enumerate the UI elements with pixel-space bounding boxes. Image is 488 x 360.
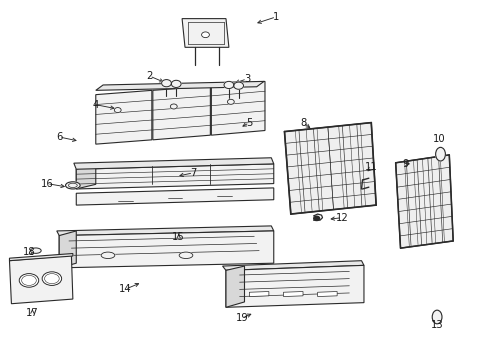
Polygon shape [225,265,363,307]
Polygon shape [211,81,264,135]
Polygon shape [57,226,273,235]
Polygon shape [76,164,273,189]
Text: 16: 16 [41,179,53,189]
Ellipse shape [19,274,39,287]
Ellipse shape [101,252,115,258]
Circle shape [170,104,177,109]
Polygon shape [76,188,273,205]
Polygon shape [9,255,73,304]
Circle shape [233,82,243,89]
Text: 2: 2 [146,71,152,81]
Polygon shape [96,81,264,90]
Text: 12: 12 [335,213,347,222]
Ellipse shape [435,147,445,161]
Text: 3: 3 [244,74,249,84]
Ellipse shape [179,252,192,258]
Circle shape [171,80,181,87]
Polygon shape [284,123,375,214]
Polygon shape [225,266,244,307]
Text: 18: 18 [22,247,35,257]
Ellipse shape [30,248,41,253]
Text: 19: 19 [235,313,248,323]
Circle shape [224,81,233,89]
Polygon shape [74,158,273,169]
Text: 15: 15 [172,232,184,242]
Circle shape [313,216,319,221]
Polygon shape [96,90,152,144]
Text: 6: 6 [56,132,62,142]
Text: 13: 13 [430,320,443,330]
Text: 14: 14 [119,284,131,294]
Polygon shape [249,292,268,297]
Text: 9: 9 [402,159,408,169]
Polygon shape [59,231,273,268]
Text: 4: 4 [92,100,99,110]
Ellipse shape [42,272,61,285]
Text: 1: 1 [272,12,279,22]
Ellipse shape [65,182,80,189]
Text: 8: 8 [299,118,305,128]
Ellipse shape [431,310,441,324]
Polygon shape [317,292,336,297]
Polygon shape [182,19,228,47]
Circle shape [201,32,209,38]
Polygon shape [59,231,76,268]
Polygon shape [395,155,452,248]
Circle shape [227,99,234,104]
Text: 11: 11 [364,162,377,172]
Text: 5: 5 [245,118,252,128]
Circle shape [114,108,121,113]
Text: 10: 10 [432,134,445,144]
Circle shape [161,80,171,87]
Polygon shape [283,292,303,297]
Polygon shape [76,163,96,189]
Polygon shape [222,261,363,270]
Text: 17: 17 [26,308,39,318]
Polygon shape [153,86,210,140]
Polygon shape [9,253,73,261]
Text: 7: 7 [190,168,196,178]
